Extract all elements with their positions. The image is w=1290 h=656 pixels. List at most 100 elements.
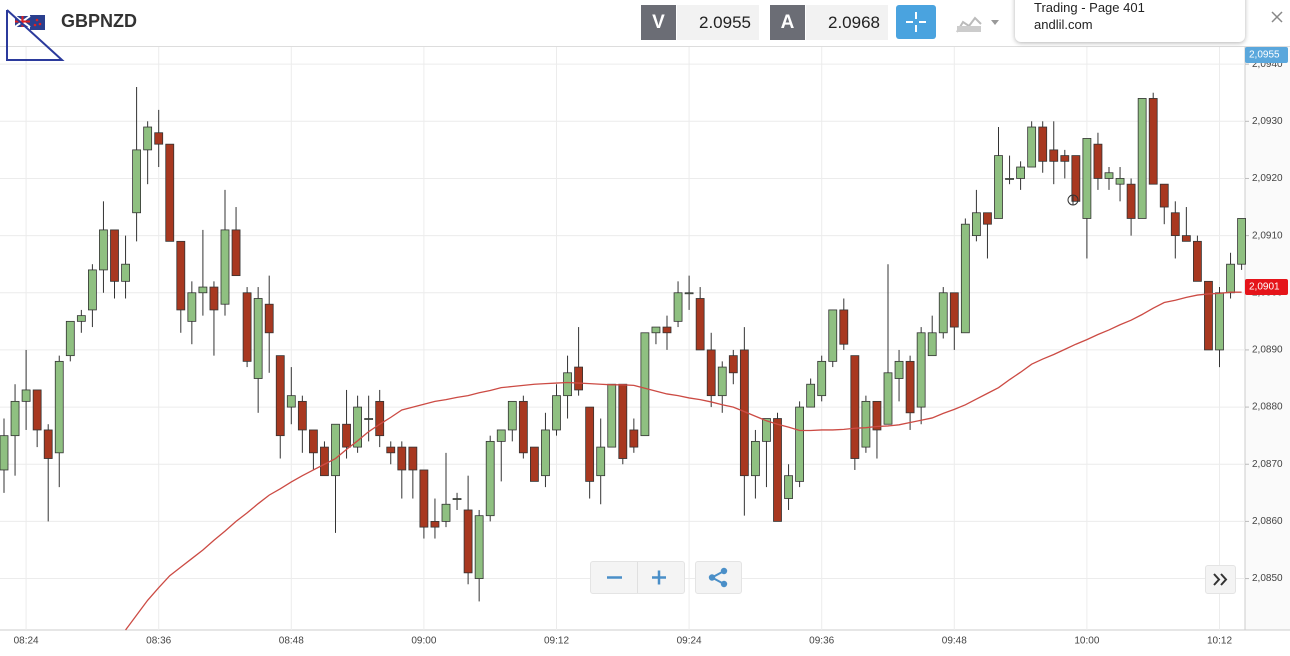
candle-up [673, 292, 683, 322]
candle-up [541, 429, 550, 477]
candle-down [1204, 280, 1213, 351]
candle-up [198, 286, 208, 294]
candle-down [397, 446, 407, 471]
candle-down [1159, 183, 1169, 208]
candle-up [994, 155, 1003, 219]
x-tick-label: 09:24 [677, 636, 702, 647]
candle-down [176, 240, 186, 311]
x-tick-label: 08:48 [279, 636, 304, 647]
candle-up [10, 400, 20, 437]
y-tick-label: 2,0890 [1252, 345, 1283, 356]
candle-down [463, 509, 473, 574]
candle-up [76, 315, 86, 322]
candle-down [43, 429, 53, 459]
candle-up [1082, 138, 1092, 219]
candle-up [762, 418, 771, 442]
candle-up [496, 429, 506, 442]
candle-down [1093, 143, 1103, 179]
x-tick-label: 08:24 [14, 636, 39, 647]
buy-price[interactable]: 2.0968 [806, 5, 888, 40]
price-badge-label: 2,0955 [1249, 50, 1280, 61]
candle-up [132, 149, 142, 214]
y-tick-label: 2,0910 [1252, 230, 1283, 241]
close-button[interactable] [1270, 10, 1284, 24]
candle-up [596, 446, 606, 477]
candle-up [972, 212, 981, 237]
candle-down [419, 469, 429, 528]
candle-up [1027, 126, 1037, 168]
candle-down [320, 446, 329, 477]
x-tick-label: 09:48 [942, 636, 967, 647]
candle-up [640, 332, 650, 437]
y-tick-label: 2,0850 [1252, 573, 1283, 584]
flag-icon [15, 15, 45, 30]
candle-up [927, 332, 937, 357]
candle-up [960, 223, 970, 334]
y-tick-label: 2,0940 [1252, 59, 1283, 70]
candle-down [32, 389, 42, 431]
candle-down [430, 521, 440, 528]
x-tick-label: 10:12 [1207, 636, 1232, 647]
candle-down [154, 132, 164, 145]
candle-up [1226, 263, 1235, 294]
candle-up [861, 400, 871, 448]
candle-down [1038, 126, 1048, 162]
candle-down [850, 355, 860, 459]
candle-up [1215, 292, 1224, 351]
candle-down [618, 383, 628, 459]
x-tick-label: 09:00 [411, 636, 436, 647]
candle-down [905, 360, 915, 414]
candle-up [331, 423, 340, 477]
sell-button[interactable]: V [641, 5, 676, 40]
candle-down [1049, 149, 1059, 162]
candle-down [773, 418, 782, 522]
crosshair-button[interactable] [896, 5, 936, 39]
share-button[interactable] [695, 561, 742, 594]
candle-up [1016, 166, 1025, 179]
candle-up [916, 332, 926, 408]
notification-popup[interactable]: Trading - Page 401 andlil.com [1015, 0, 1245, 42]
candle-up [253, 298, 263, 379]
price-badge [1245, 279, 1288, 296]
candle-down [308, 429, 318, 454]
candle-up [54, 360, 64, 454]
header: GBPNZD V 2.0955 A 2.0968 Trading - Page … [0, 0, 1290, 47]
candle-up [751, 440, 760, 477]
price-badge-label: 2,0901 [1249, 282, 1280, 293]
candle-down [695, 298, 705, 351]
candle-up [938, 292, 948, 334]
candle-up [88, 269, 97, 311]
candle-up [1005, 178, 1014, 180]
candle-up [286, 395, 296, 408]
candle-up [563, 372, 572, 397]
buy-button[interactable]: A [770, 5, 805, 40]
candle-up [143, 126, 153, 151]
y-tick-label: 2,0880 [1252, 402, 1283, 413]
sell-price[interactable]: 2.0955 [677, 5, 759, 40]
y-tick-label: 2,0860 [1252, 516, 1283, 527]
candle-up [717, 366, 727, 397]
candle-down [949, 292, 959, 328]
candle-up [220, 229, 230, 305]
candle-down [408, 446, 418, 471]
candle-down [209, 286, 219, 311]
candle-up [65, 320, 75, 357]
y-tick-label: 2,0870 [1252, 459, 1283, 470]
scroll-end-button[interactable] [1205, 565, 1236, 594]
candle-up [607, 383, 617, 448]
chart-type-button[interactable] [955, 12, 1001, 34]
candle-down [983, 212, 992, 225]
candle-down [518, 400, 528, 454]
x-tick-label: 09:36 [809, 636, 834, 647]
symbol: GBPNZD [61, 11, 137, 31]
candle-up [883, 372, 893, 425]
candle-down [574, 366, 583, 391]
candle-up [795, 406, 804, 482]
share-icon [708, 567, 728, 588]
candle-up [99, 229, 108, 271]
candle-down [872, 400, 882, 431]
moving-average [125, 291, 1242, 631]
zoom-in[interactable] [652, 570, 666, 585]
